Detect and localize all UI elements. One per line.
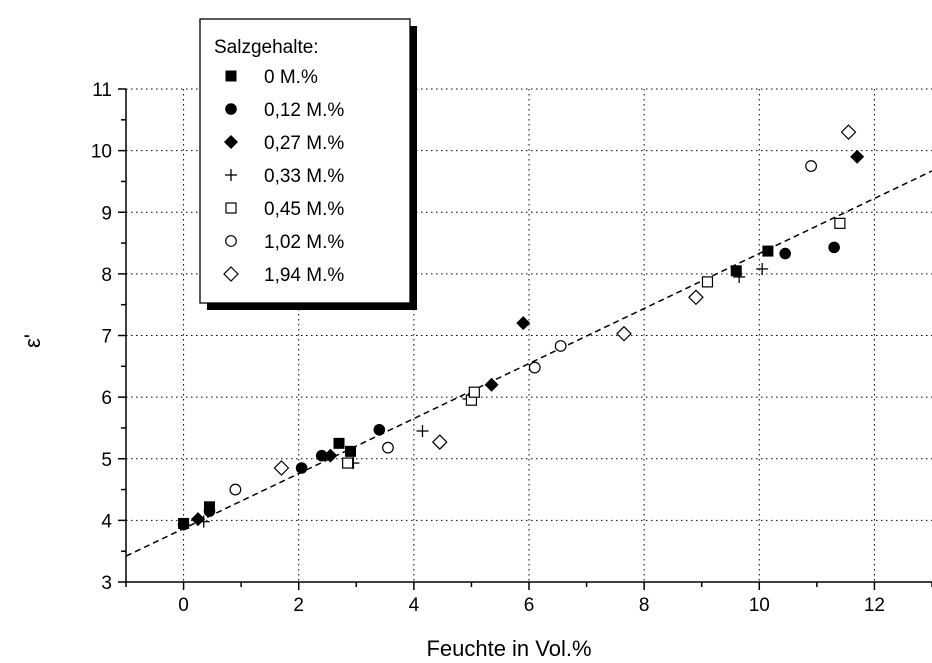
data-point (554, 340, 567, 352)
data-point (850, 149, 865, 164)
legend: Salzgehalte: 0 M.% 0,12 M.% 0,27 M.% 0,33 M… (199, 18, 417, 310)
series-2 (190, 149, 865, 527)
series-6 (273, 124, 857, 476)
y-tick-label: 5 (101, 450, 112, 471)
series-1 (177, 241, 840, 531)
series-3 (197, 262, 769, 528)
data-point (177, 518, 190, 531)
data-point (616, 325, 632, 342)
data-point (528, 361, 541, 374)
y-tick-label: 11 (92, 80, 112, 101)
data-point (373, 423, 386, 436)
legend-marker (225, 70, 237, 82)
legend-item: 0,12 M.% (225, 100, 344, 121)
x-tick-label: 0 (178, 595, 189, 616)
data-point (688, 289, 704, 306)
y-axis-title: ε' (20, 334, 45, 348)
x-tick-label: 6 (524, 595, 535, 616)
legend-marker (225, 235, 237, 247)
data-point (840, 124, 857, 140)
trendline (125, 170, 932, 557)
data-point (730, 265, 742, 277)
data-point (779, 247, 791, 260)
legend-box (199, 18, 411, 304)
x-axis-ticks: 0 2 4 6 8 10 12 (125, 582, 932, 616)
legend-items: 0 M.% 0,12 M.% 0,27 M.% 0,33 M.% 0,45 M.% 1,0… (223, 67, 344, 286)
data-point (805, 160, 817, 172)
data-point (345, 445, 357, 457)
legend-label: 0,33 M.% (264, 166, 344, 187)
legend-item: 0,45 M.% (225, 199, 344, 220)
legend-marker (225, 202, 237, 214)
data-point (323, 448, 338, 463)
data-point (762, 245, 774, 257)
data-point (701, 276, 714, 288)
data-point (416, 425, 429, 438)
y-tick-label: 7 (101, 327, 112, 348)
legend-item: 0 M.% (225, 67, 318, 88)
data-point (733, 270, 746, 283)
legend-label: 0,12 M.% (264, 100, 344, 121)
legend-item: 1,02 M.% (225, 232, 344, 253)
y-axis-ticks: 3 4 5 6 7 8 9 10 11 (91, 80, 126, 594)
data-point (333, 437, 345, 449)
data-point (315, 449, 328, 462)
series-5 (229, 160, 817, 496)
data-point (273, 460, 290, 476)
y-tick-label: 10 (91, 142, 112, 163)
x-tick-label: 2 (293, 595, 304, 616)
legend-label: 1,02 M.% (264, 232, 344, 253)
data-point (468, 386, 480, 398)
data-point (834, 217, 846, 229)
data-point (828, 241, 840, 254)
x-tick-label: 4 (409, 595, 420, 616)
y-tick-label: 3 (101, 573, 112, 594)
data-point (190, 512, 205, 527)
data-point (431, 434, 448, 450)
data-point (756, 262, 769, 275)
legend-label: 0,27 M.% (264, 133, 344, 154)
data-points (177, 124, 865, 531)
data-point (484, 377, 499, 392)
legend-marker (223, 266, 239, 282)
legend-item: 0,27 M.% (224, 133, 344, 154)
data-point (197, 515, 210, 528)
legend-label: 0 M.% (264, 67, 318, 88)
data-point (342, 457, 354, 469)
legend-marker (225, 103, 237, 115)
data-point (516, 316, 531, 331)
x-tick-label: 8 (639, 595, 650, 616)
y-tick-label: 4 (101, 511, 112, 532)
y-tick-label: 6 (101, 388, 112, 409)
data-point (295, 462, 308, 474)
data-point (203, 505, 216, 517)
y-tick-label: 8 (101, 265, 112, 286)
x-tick-label: 12 (864, 595, 885, 616)
legend-marker (224, 135, 238, 149)
legend-label: 0,45 M.% (264, 199, 344, 220)
grid-lines (126, 88, 932, 582)
legend-item: 1,94 M.% (223, 265, 344, 286)
legend-marker (225, 169, 237, 181)
x-axis-title: Feuchte in Vol.% (426, 636, 591, 661)
legend-label: 1,94 M.% (264, 265, 344, 286)
legend-title: Salzgehalte: (214, 37, 319, 58)
y-tick-label: 9 (101, 203, 112, 224)
series-4 (342, 217, 846, 469)
data-point (382, 441, 394, 454)
x-tick-label: 10 (749, 595, 770, 616)
legend-item: 0,33 M.% (225, 166, 344, 187)
data-point (229, 483, 242, 496)
